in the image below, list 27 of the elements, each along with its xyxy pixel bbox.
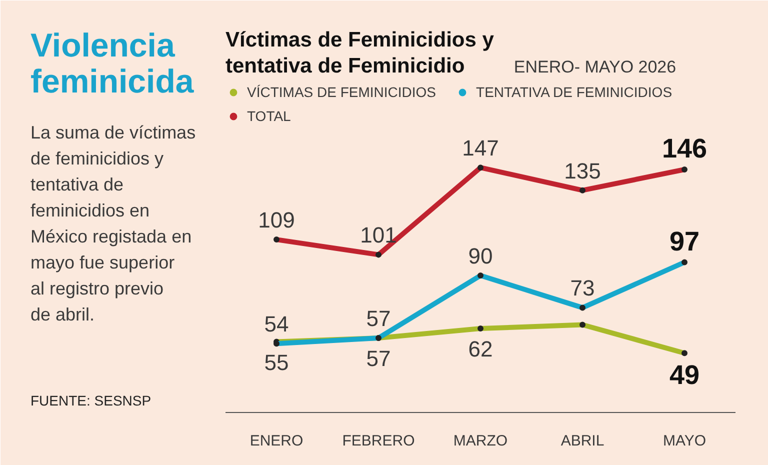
data-label: 147 [462, 136, 499, 161]
data-label: 146 [662, 134, 708, 164]
legend-label: TOTAL [247, 108, 291, 124]
data-label: 90 [468, 244, 493, 269]
data-label: 54 [264, 312, 289, 337]
legend-label: VÍCTIMAS DE FEMINICIDIOS [247, 84, 436, 100]
chart-subtitle: Víctimas de Feminicidios y tentativa de Feminicidio [226, 28, 494, 78]
x-tick-label: ENERO [250, 432, 304, 450]
data-label: 97 [669, 226, 700, 256]
legend-label: TENTATIVA DE FEMINICIDIOS [476, 84, 672, 100]
data-label: 49 [669, 360, 700, 390]
data-label: 62 [468, 336, 493, 362]
data-label: 73 [570, 276, 595, 301]
x-tick-label: FEBRERO [342, 432, 415, 450]
data-label: 101 [360, 222, 397, 248]
source-note: FUENTE: SESNSP [30, 392, 152, 408]
chart-title: Violencia feminicida [30, 26, 194, 100]
x-tick-label: ABRIL [560, 432, 604, 450]
text: ENERO- MAYO 2026 [514, 58, 676, 76]
data-label: 57 [366, 306, 391, 331]
data-label: 135 [564, 158, 601, 184]
data-label: 109 [258, 208, 295, 233]
x-tick-label: MAYO [662, 432, 706, 450]
text: La suma de víctimas de feminicidios y tentativa de feminicidios en México registada en mayo fue superior al registro previo de abril. [30, 122, 196, 324]
data-label: 55 [264, 350, 289, 375]
x-tick-label: MARZO [453, 432, 508, 450]
data-label: 57 [366, 346, 391, 371]
